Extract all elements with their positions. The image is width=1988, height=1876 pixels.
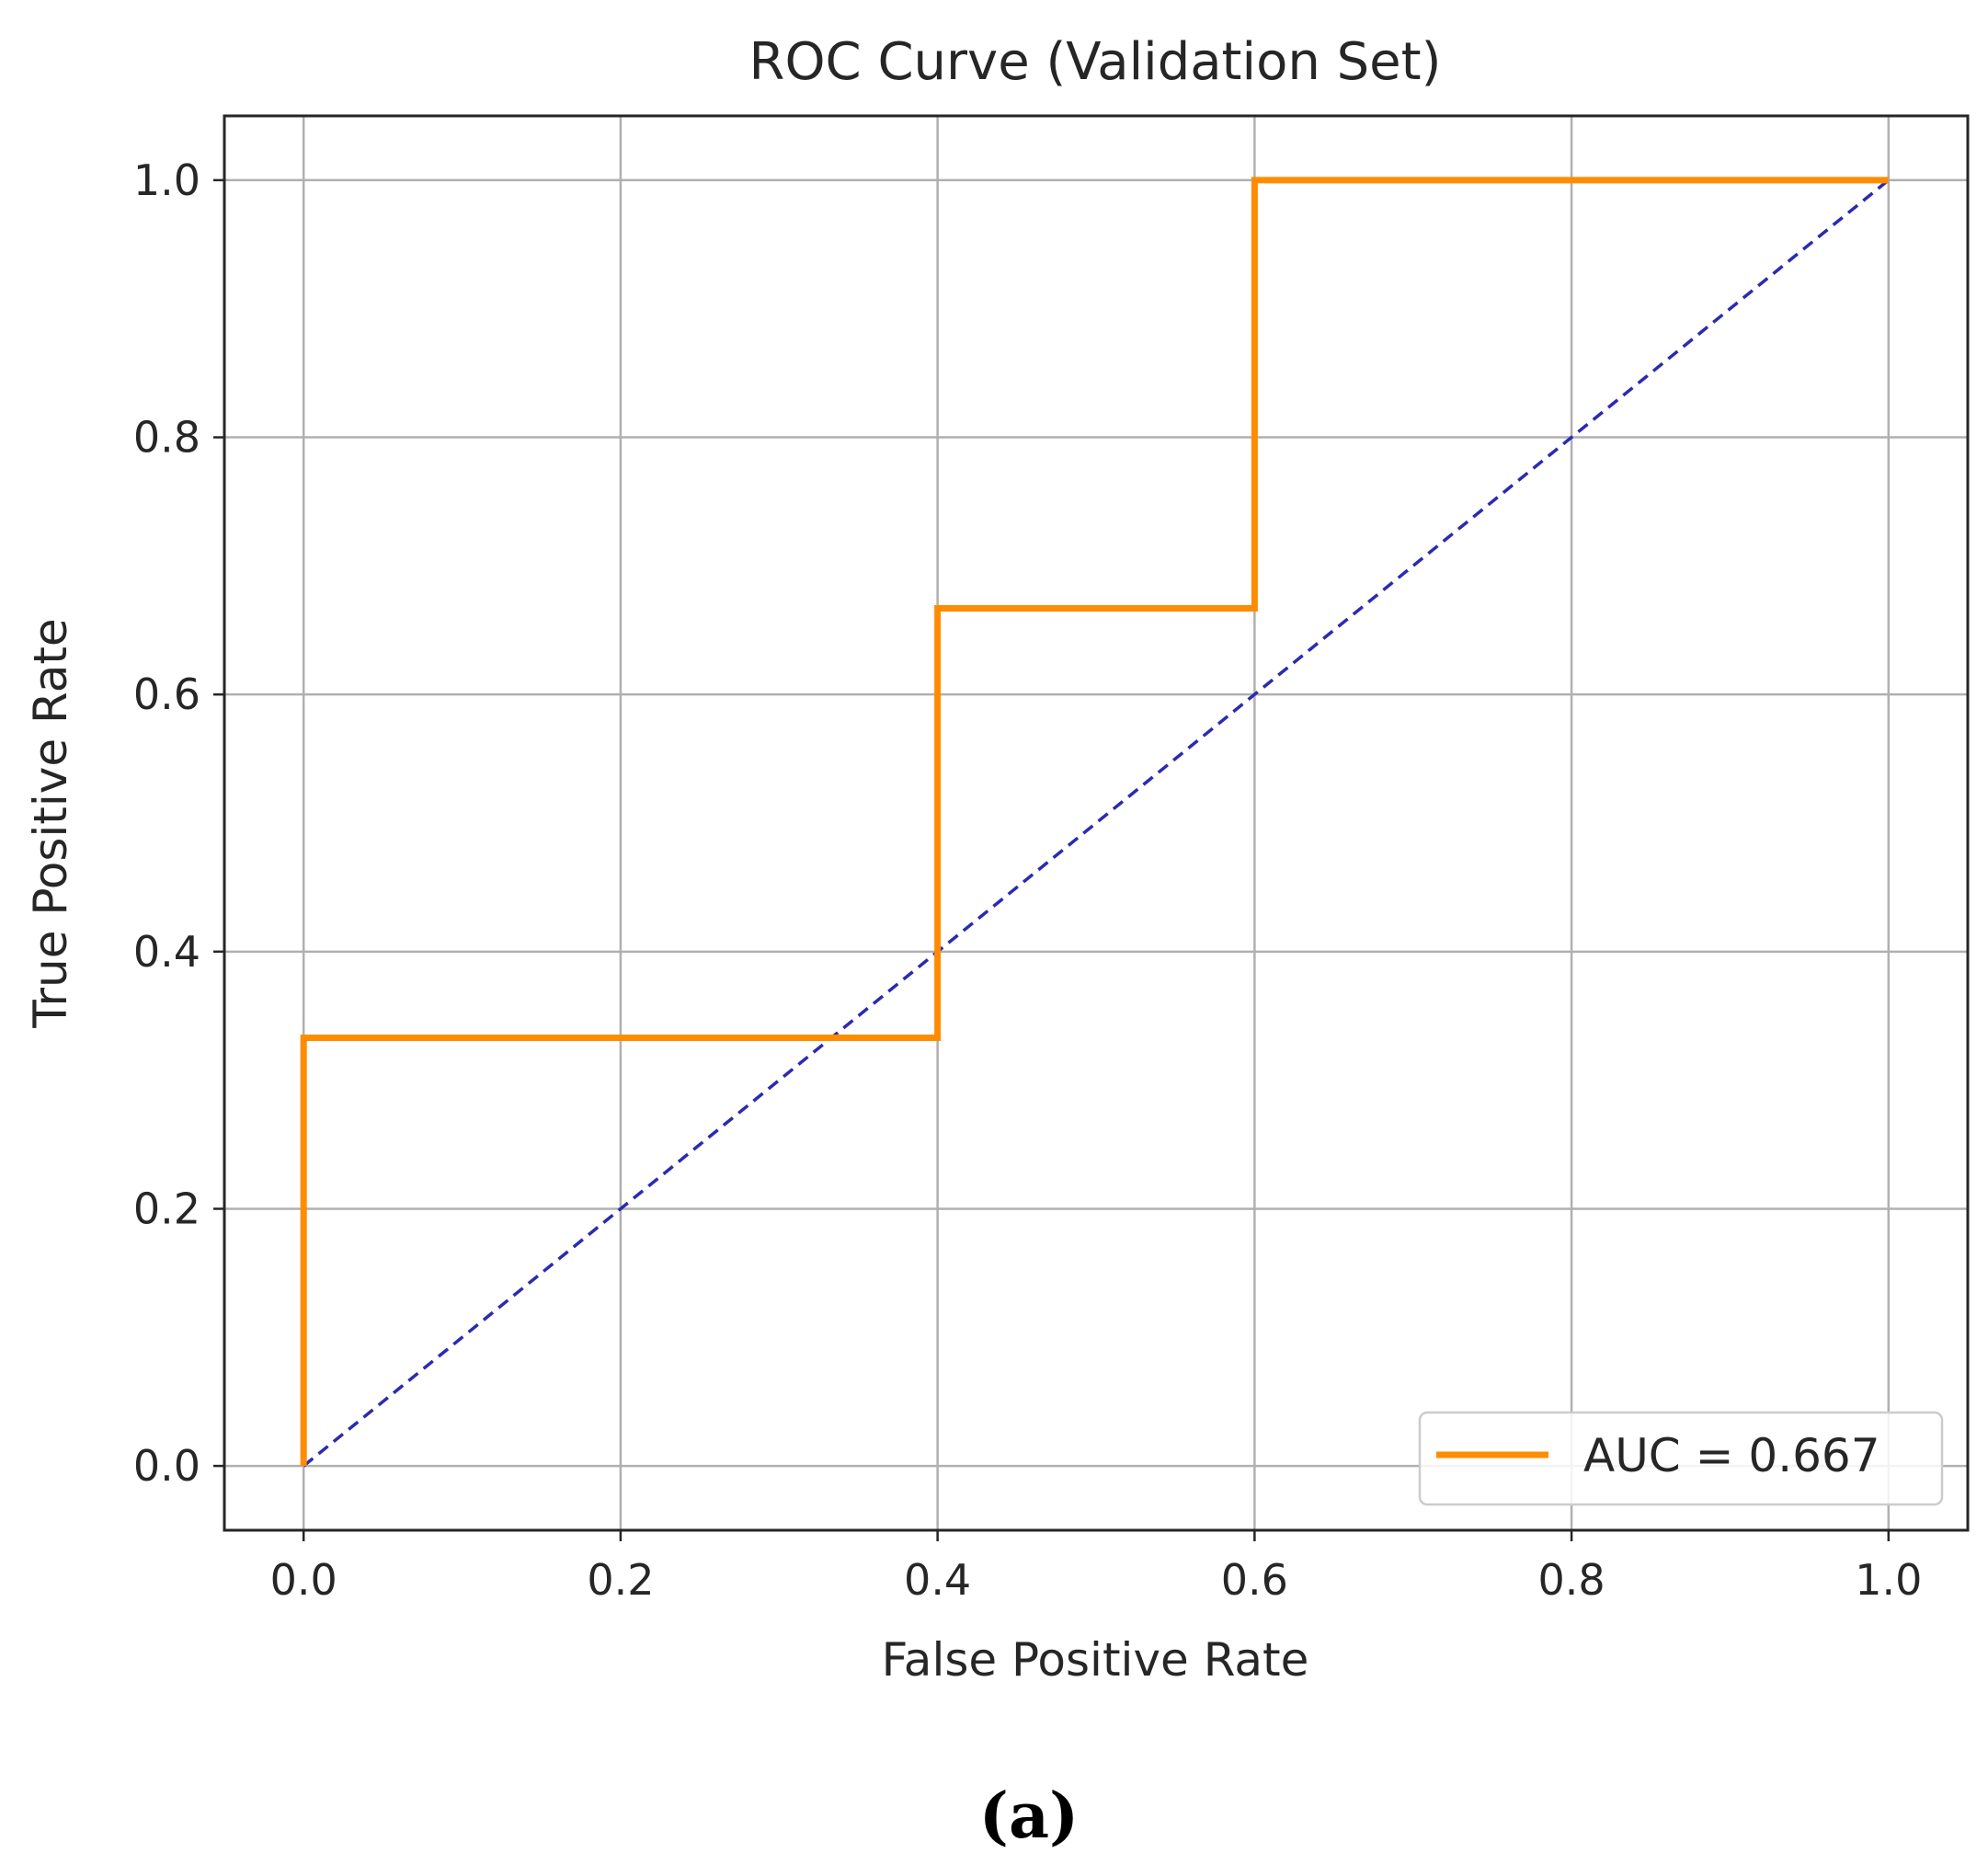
tick-layer: 0.0 0.2 0.4 0.6 0.8 1.0 0.0 0.2 0.4 0.6 0.8 1.0 xyxy=(133,155,1923,1605)
x-tick-label: 0.2 xyxy=(587,1555,654,1605)
x-tick-label: 0.6 xyxy=(1221,1555,1288,1605)
y-tick-label: 0.8 xyxy=(133,413,200,463)
x-tick-label: 0.8 xyxy=(1538,1555,1605,1605)
y-tick-label: 0.2 xyxy=(133,1184,200,1233)
y-axis-label: True Positive Rate xyxy=(24,618,77,1028)
figure-caption: (a) xyxy=(979,1779,1079,1853)
legend-box xyxy=(1418,1411,1944,1506)
x-tick-label: 0.0 xyxy=(270,1555,337,1605)
series-layer xyxy=(300,177,1890,1468)
y-tick-label: 0.4 xyxy=(133,927,200,977)
x-axis-label: False Positive Rate xyxy=(882,1633,1309,1687)
y-tick-label: 0.0 xyxy=(133,1441,200,1491)
plot-frame xyxy=(223,114,1970,1532)
x-tick-label: 0.4 xyxy=(904,1555,971,1605)
legend-label-auc: AUC = 0.667 xyxy=(1583,1429,1880,1482)
x-tick-label: 1.0 xyxy=(1855,1555,1922,1605)
legend: AUC = 0.667 xyxy=(1418,1411,1944,1506)
chart-title: ROC Curve (Validation Set) xyxy=(749,32,1442,92)
y-tick-label: 1.0 xyxy=(133,155,200,205)
roc-curve-line xyxy=(300,177,1889,1467)
chance-diagonal-line xyxy=(303,178,1890,1468)
y-tick-label: 0.6 xyxy=(133,669,200,719)
